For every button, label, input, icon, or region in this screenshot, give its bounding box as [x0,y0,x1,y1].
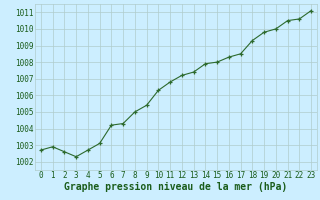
X-axis label: Graphe pression niveau de la mer (hPa): Graphe pression niveau de la mer (hPa) [64,182,288,192]
